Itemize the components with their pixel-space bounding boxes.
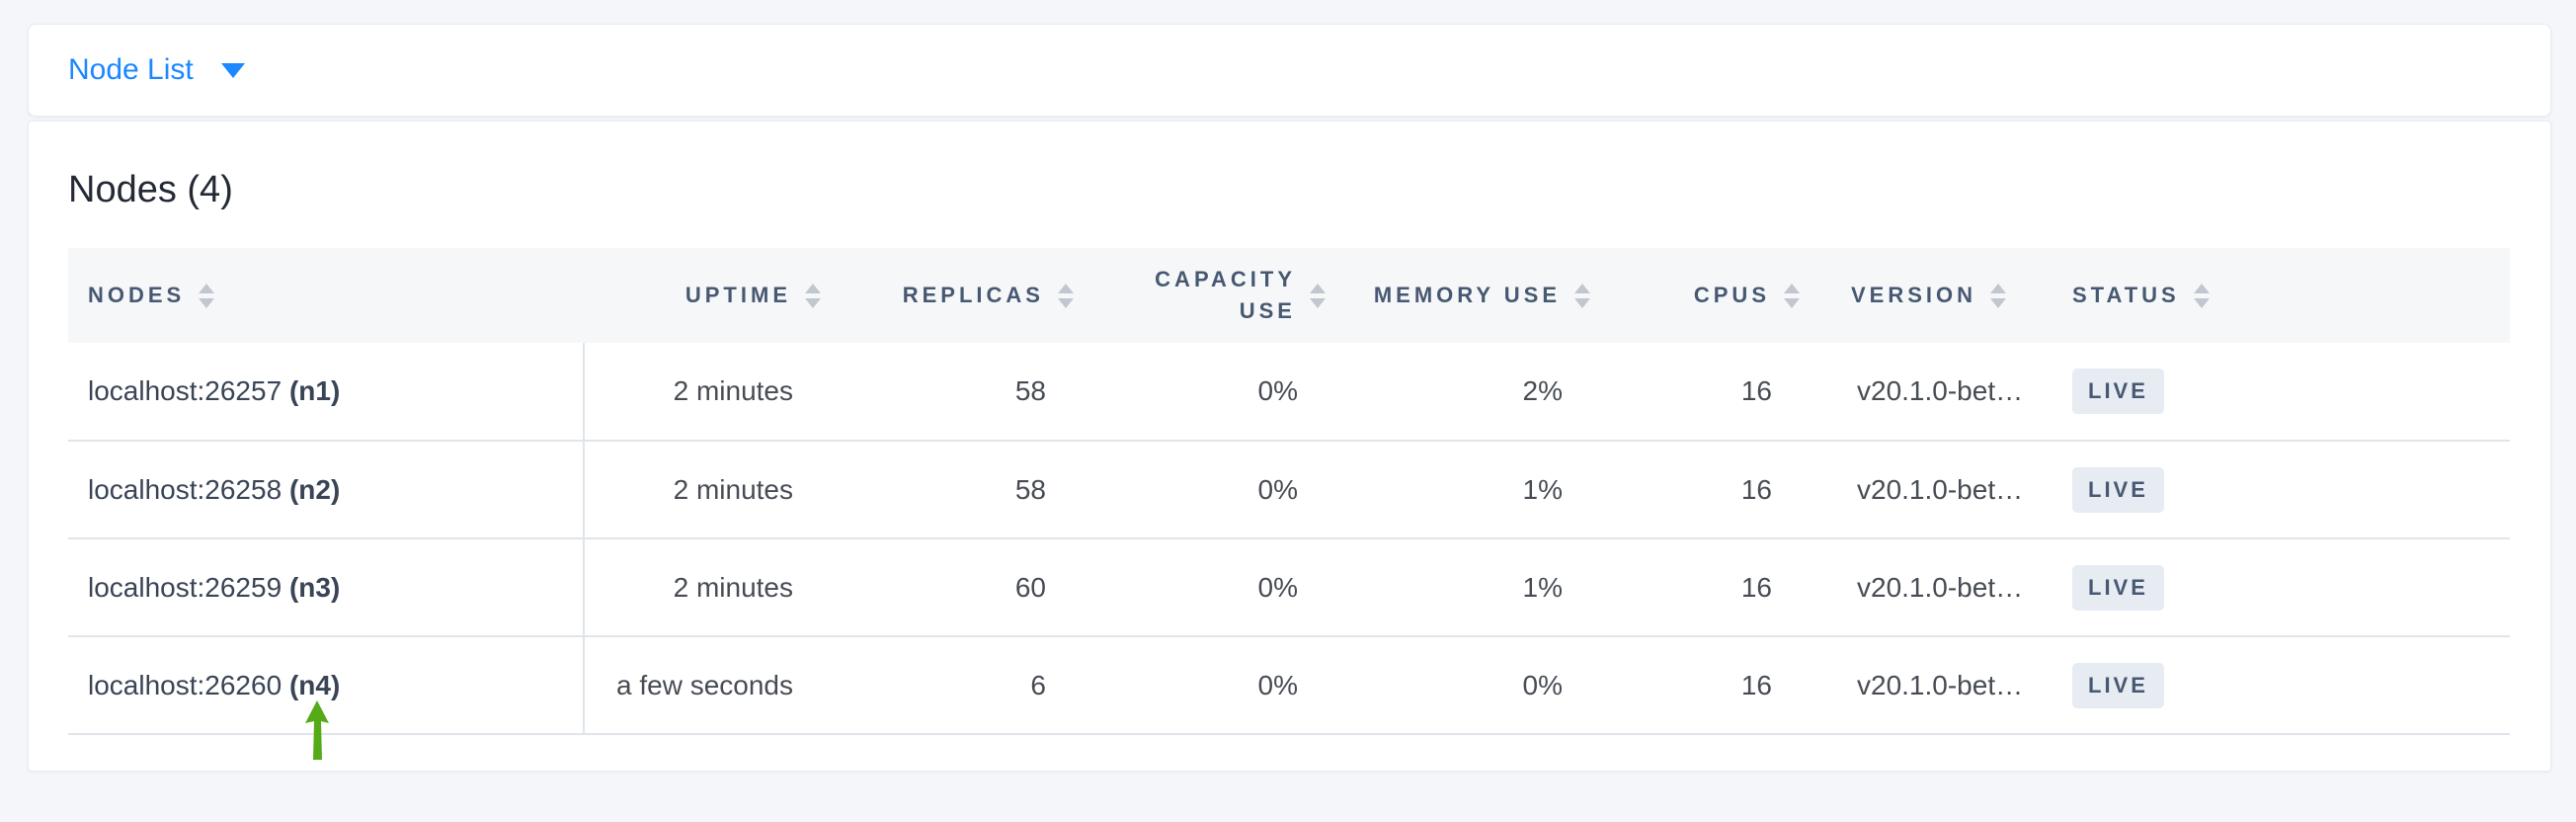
page-selector-bar: Node List xyxy=(28,24,2551,117)
status-cell: LIVE xyxy=(2049,636,2510,735)
status-badge: LIVE xyxy=(2072,466,2164,513)
node-id: (n2) xyxy=(288,473,341,505)
node-address-cell: localhost:26260 (n4) xyxy=(68,636,585,735)
node-list-dropdown-label: Node List xyxy=(68,53,194,86)
chevron-down-icon xyxy=(220,62,245,78)
replicas-cell: 58 xyxy=(843,441,1095,539)
uptime-cell: a few seconds xyxy=(584,636,843,735)
capacity-use-cell: 0% xyxy=(1095,343,1347,442)
node-id: (n3) xyxy=(288,571,341,603)
table-row-node-n1: localhost:26257 (n1) 2 minutes 58 0% 2% … xyxy=(68,343,2510,442)
sort-icon xyxy=(1784,283,1800,308)
status-badge: LIVE xyxy=(2072,564,2164,611)
status-cell: LIVE xyxy=(2049,441,2510,539)
memory-use-cell: 1% xyxy=(1347,538,1612,637)
cpus-cell: 16 xyxy=(1612,636,1821,735)
cpus-cell: 16 xyxy=(1612,538,1821,637)
table-row-node-n4: localhost:26260 (n4) a few seconds 6 0% … xyxy=(68,636,2510,735)
uptime-cell: 2 minutes xyxy=(584,538,843,637)
uptime-cell: 2 minutes xyxy=(584,343,843,442)
node-id: (n1) xyxy=(288,375,341,406)
page-title: Nodes (4) xyxy=(68,169,233,210)
version-cell: v20.1.0-bet… xyxy=(1821,343,2049,442)
replicas-cell: 6 xyxy=(843,636,1095,735)
node-id: (n4) xyxy=(288,669,341,700)
column-header-cpus[interactable]: CPUS xyxy=(1612,248,1821,343)
column-header-memory-use[interactable]: MEMORY USE xyxy=(1347,248,1612,343)
node-address-cell: localhost:26257 (n1) xyxy=(68,343,585,442)
sort-icon xyxy=(805,283,821,308)
sort-icon xyxy=(1058,283,1074,308)
memory-use-cell: 1% xyxy=(1347,441,1612,539)
capacity-use-cell: 0% xyxy=(1095,636,1347,735)
capacity-use-cell: 0% xyxy=(1095,441,1347,539)
sort-icon xyxy=(199,283,215,308)
column-header-nodes[interactable]: NODES xyxy=(68,248,584,343)
node-address-cell: localhost:26258 (n2) xyxy=(68,441,585,539)
column-header-uptime[interactable]: UPTIME xyxy=(584,248,843,343)
version-cell: v20.1.0-bet… xyxy=(1821,441,2049,539)
sort-icon xyxy=(1574,283,1590,308)
status-badge: LIVE xyxy=(2072,369,2164,414)
status-badge: LIVE xyxy=(2072,662,2164,708)
nodes-panel: Nodes (4) NODES UPTIME xyxy=(28,121,2551,772)
sort-icon xyxy=(2193,283,2210,308)
table-header-row: NODES UPTIME REPLICAS xyxy=(68,248,2510,343)
replicas-cell: 60 xyxy=(843,538,1095,637)
memory-use-cell: 2% xyxy=(1347,343,1612,442)
replicas-cell: 58 xyxy=(843,343,1095,442)
sort-icon xyxy=(1990,283,2007,308)
node-list-dropdown[interactable]: Node List xyxy=(68,53,245,87)
sort-icon xyxy=(1310,283,1326,308)
memory-use-cell: 0% xyxy=(1347,636,1612,735)
version-cell: v20.1.0-bet… xyxy=(1821,636,2049,735)
table-row-node-n2: localhost:26258 (n2) 2 minutes 58 0% 1% … xyxy=(68,441,2510,539)
version-cell: v20.1.0-bet… xyxy=(1821,538,2049,637)
status-cell: LIVE xyxy=(2049,343,2510,442)
column-header-version[interactable]: VERSION xyxy=(1821,248,2049,343)
node-address-cell: localhost:26259 (n3) xyxy=(68,538,585,637)
status-cell: LIVE xyxy=(2049,538,2510,637)
capacity-use-cell: 0% xyxy=(1095,538,1347,637)
uptime-cell: 2 minutes xyxy=(584,441,843,539)
nodes-table: NODES UPTIME REPLICAS xyxy=(68,248,2510,735)
cpus-cell: 16 xyxy=(1612,343,1821,442)
column-header-status[interactable]: STATUS xyxy=(2049,248,2510,343)
column-header-replicas[interactable]: REPLICAS xyxy=(843,248,1095,343)
cpus-cell: 16 xyxy=(1612,441,1821,539)
table-row-node-n3: localhost:26259 (n3) 2 minutes 60 0% 1% … xyxy=(68,538,2510,637)
column-header-capacity-use[interactable]: CAPACITY USE xyxy=(1095,248,1347,343)
